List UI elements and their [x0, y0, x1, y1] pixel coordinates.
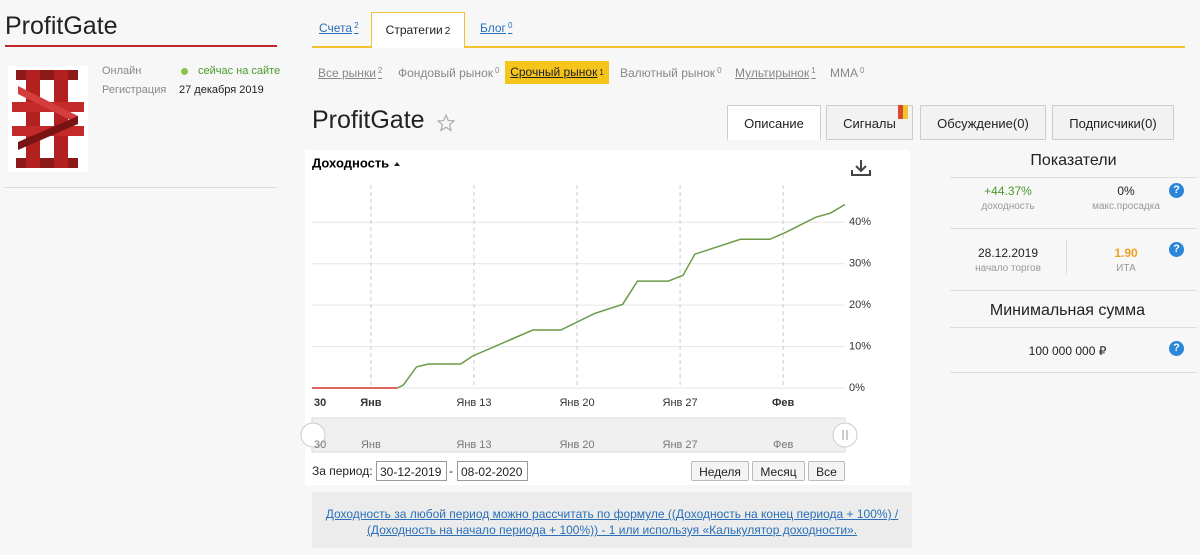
online-label: Онлайн	[102, 65, 142, 77]
help-icon[interactable]: ?	[1169, 183, 1184, 198]
market-count: 1	[811, 66, 816, 75]
market-count: 0	[860, 66, 865, 75]
avatar	[8, 66, 88, 172]
market-label: Все рынки	[318, 66, 376, 80]
tab[interactable]: Счета 2	[319, 21, 359, 35]
reg-date: 27 декабря 2019	[179, 84, 264, 96]
date-to[interactable]: 08-02-2020	[457, 461, 528, 481]
tab-label: Счета	[319, 21, 353, 35]
market-active[interactable]: Срочный рынок 1	[505, 61, 609, 84]
tab[interactable]: Блог 0	[480, 21, 512, 35]
market[interactable]: Мультирынок 1	[735, 66, 816, 80]
market-label: MMA	[830, 66, 858, 80]
indicator-label: макс.просадка	[1092, 201, 1160, 212]
period-button[interactable]: Неделя	[691, 461, 749, 481]
date-separator: -	[449, 464, 453, 478]
date-from[interactable]: 30-12-2019	[376, 461, 447, 481]
name-underline	[5, 45, 277, 47]
indicator-value: 28.12.2019	[977, 246, 1039, 260]
min-sum-value: 100 000 000 ₽	[1028, 344, 1107, 358]
market-count: 0	[717, 66, 722, 75]
market-label: Мультирынок	[735, 66, 810, 80]
profile-name: ProfitGate	[5, 12, 118, 40]
market-count: 1	[599, 68, 604, 77]
market-count: 0	[495, 66, 500, 75]
online-status: сейчас на сайте	[198, 65, 281, 77]
market[interactable]: Все рынки 2	[318, 66, 382, 80]
min-sum-title: Минимальная сумма	[989, 302, 1146, 319]
market[interactable]: Валютный рынок 0	[620, 66, 722, 80]
divider	[950, 290, 1197, 291]
period-button[interactable]: Все	[808, 461, 845, 481]
tab-active[interactable]: Стратегии 2	[371, 12, 465, 48]
note-link[interactable]: Доходность за любой период можно рассчит…	[325, 507, 899, 537]
tab-label: Блог	[480, 21, 506, 35]
tab-label: Стратегии	[385, 23, 443, 37]
chart-panel	[305, 150, 910, 485]
indicator-value: +44.37%	[984, 184, 1032, 198]
market-label: Валютный рынок	[620, 66, 716, 80]
divider	[1066, 240, 1067, 274]
note-box	[312, 492, 912, 548]
strategy-name: ProfitGate	[312, 106, 425, 134]
divider	[950, 327, 1197, 328]
period-label: За период:	[312, 464, 373, 478]
divider	[950, 372, 1197, 373]
strategy-tab-active[interactable]: Описание	[727, 105, 821, 140]
divider	[5, 187, 277, 188]
indicator-label: доходность	[981, 201, 1035, 212]
reg-label: Регистрация	[102, 84, 167, 96]
help-icon[interactable]: ?	[1169, 242, 1184, 257]
tabs-line	[312, 46, 1185, 48]
tab-count: 0	[507, 21, 513, 30]
indicator-value: 0%	[1117, 184, 1135, 198]
tab-count: 2	[444, 26, 451, 37]
indicator-value: 1.90	[1114, 246, 1138, 260]
help-icon[interactable]: ?	[1169, 341, 1184, 356]
market-count: 2	[377, 66, 383, 75]
market-label: Срочный рынок	[510, 65, 598, 79]
indicator-label: ИТА	[1116, 263, 1136, 274]
indicators-title: Показатели	[1030, 152, 1117, 169]
indicator-label: начало торгов	[975, 263, 1041, 274]
market-label: Фондовый рынок	[398, 66, 493, 80]
favorite-star[interactable]	[437, 114, 455, 132]
divider	[950, 177, 1197, 178]
market[interactable]: Фондовый рынок 0	[398, 66, 499, 80]
market[interactable]: MMA 0	[830, 66, 864, 80]
strategy-tab[interactable]: Обсуждение(0)	[920, 105, 1046, 140]
period-button[interactable]: Месяц	[752, 461, 805, 481]
divider	[950, 228, 1197, 229]
strategy-tab[interactable]: Подписчики(0)	[1052, 105, 1174, 140]
tab-count: 2	[354, 21, 359, 30]
signal-flag	[898, 105, 908, 119]
online-dot	[181, 68, 188, 75]
